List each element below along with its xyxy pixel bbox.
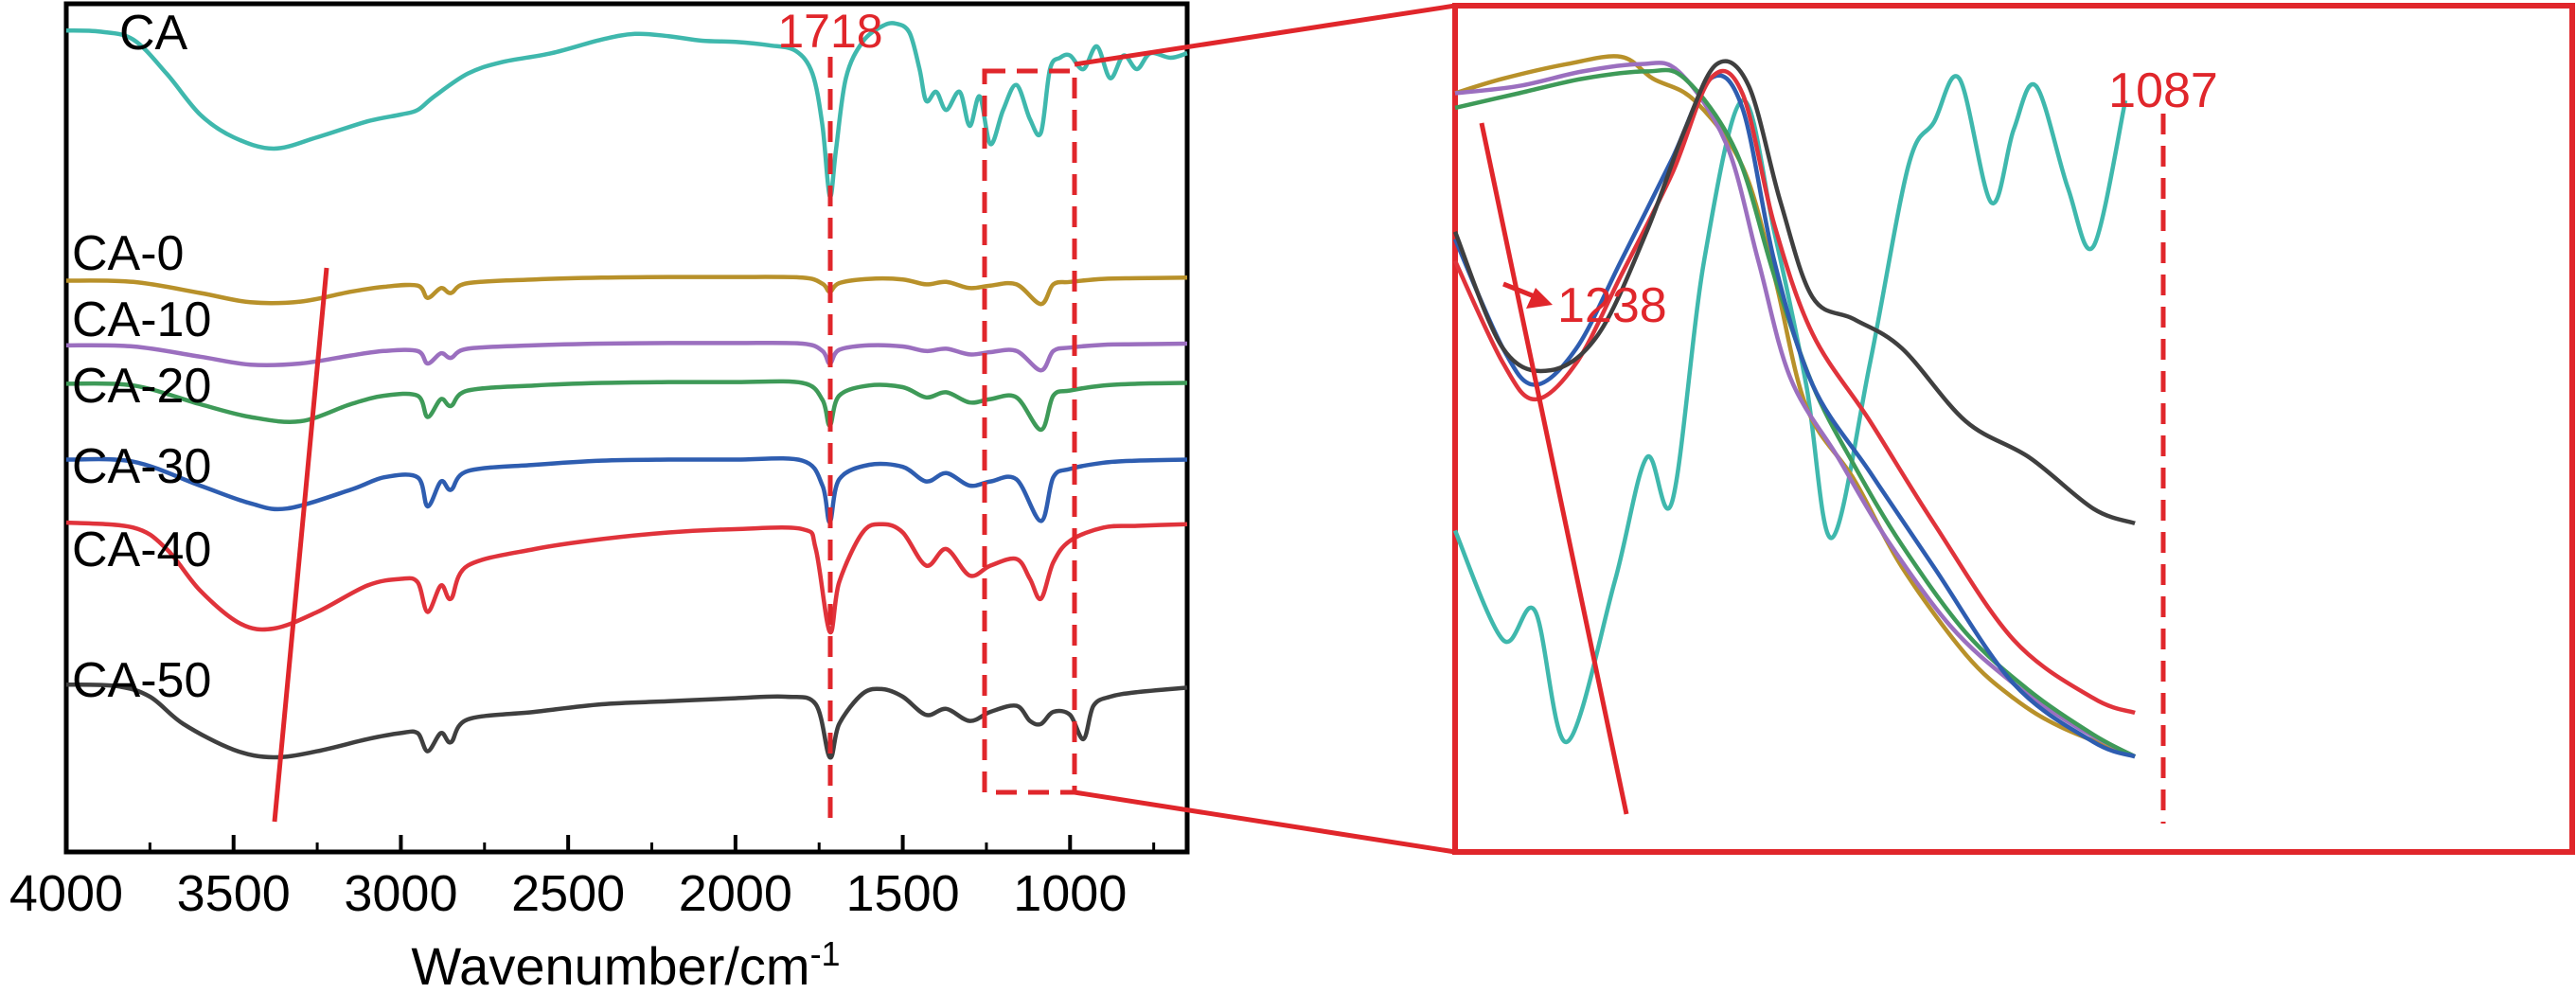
connector-top: [1074, 3, 1456, 67]
x-tick-label-2000: 2000: [679, 865, 792, 922]
main-x-ticks: 4000 3500 3000 2500 2000 1500 1000: [9, 835, 1156, 922]
main-panel: 4000 3500 3000 2500 2000 1500 1000 1718 CA CA-…: [9, 1, 1190, 993]
main-series-ca-10: [65, 340, 1188, 373]
zoom-series-ca-20: [1454, 67, 2137, 759]
x-axis-label-sup: -1: [810, 934, 841, 973]
zoom-series-ca: [1452, 74, 2128, 745]
x-axis-label-main: Wavenumber/cm: [411, 936, 809, 993]
series-label-ca-40: CA-40: [72, 523, 211, 577]
zoom-series-ca-50: [1452, 59, 2136, 525]
series-label-ca-0: CA-0: [72, 226, 184, 281]
main-series-ca-20: [65, 379, 1188, 433]
label-1087: 1087: [2108, 63, 2218, 118]
series-label-ca-20: CA-20: [72, 359, 211, 414]
main-series-ca: [65, 21, 1188, 199]
series-label-ca: CA: [119, 6, 188, 61]
zoom-region-box: [982, 68, 1077, 795]
x-tick-label-1000: 1000: [1013, 865, 1127, 922]
zoom-slanted-line: [1479, 122, 1629, 815]
x-axis-label: Wavenumber/cm-1: [411, 934, 840, 993]
series-label-ca-30: CA-30: [72, 439, 211, 494]
arrow-1238-head: [1526, 288, 1553, 309]
zoom-series-ca-0: [1454, 54, 2136, 759]
x-tick-label-1500: 1500: [846, 865, 960, 922]
series-label-ca-50: CA-50: [72, 653, 211, 708]
zoom-series-ca-40: [1452, 68, 2136, 716]
main-series-ca-30: [65, 456, 1188, 524]
label-1718: 1718: [777, 5, 882, 58]
label-1238: 1238: [1557, 278, 1667, 333]
zoom-series-ca-30: [1452, 73, 2136, 759]
series-labels: CA CA-0 CA-10 CA-20 CA-30 CA-40 CA-50: [72, 6, 211, 708]
x-tick-label-3500: 3500: [177, 865, 291, 922]
zoom-plot-frame: [1452, 3, 2575, 855]
zoom-series-group: [1452, 54, 2137, 759]
main-plot-frame: [63, 1, 1190, 855]
connector-bottom: [1074, 789, 1456, 855]
zoom-series-ca-10: [1454, 61, 2137, 759]
x-tick-label-3000: 3000: [344, 865, 457, 922]
series-label-ca-10: CA-10: [72, 293, 211, 347]
oh-shift-line: [272, 267, 329, 823]
main-series-ca-0: [65, 275, 1188, 307]
zoom-panel: 1087 1238: [1452, 3, 2575, 855]
x-tick-label-2500: 2500: [511, 865, 625, 922]
x-tick-label-4000: 4000: [9, 865, 123, 922]
main-series-ca-40: [65, 520, 1188, 635]
main-series-ca-50: [65, 682, 1188, 760]
main-series-group: [65, 21, 1188, 760]
